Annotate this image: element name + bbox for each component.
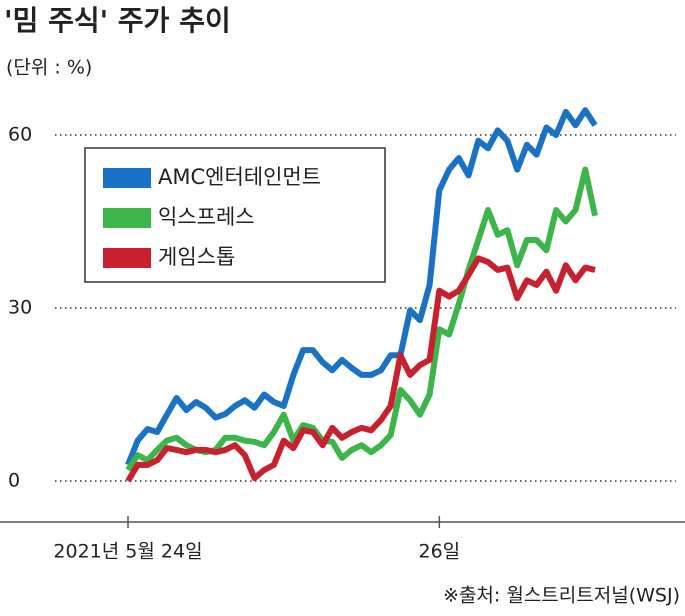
legend-swatch — [103, 168, 151, 188]
legend-swatch — [103, 248, 151, 268]
series-line — [125, 107, 598, 467]
chart-title: '밈 주식' 주가 추이 — [4, 4, 231, 37]
legend-label: 익스프레스 — [158, 205, 255, 229]
x-tick-label: 2021년 5월 24일 — [53, 541, 202, 563]
y-tick-label: 30 — [8, 297, 32, 319]
legend-label: AMC엔터테인먼트 — [158, 165, 321, 189]
y-tick-label: 60 — [8, 124, 32, 146]
x-tick-label: 26일 — [418, 541, 460, 563]
source: ※출처: 월스트리트저널(WSJ) — [443, 585, 680, 607]
legend-label: 게임스톱 — [158, 245, 235, 269]
chart-subtitle: (단위 : %) — [6, 57, 92, 79]
legend-swatch — [103, 208, 151, 228]
y-tick-label: 0 — [8, 470, 20, 492]
series-line — [125, 255, 596, 483]
